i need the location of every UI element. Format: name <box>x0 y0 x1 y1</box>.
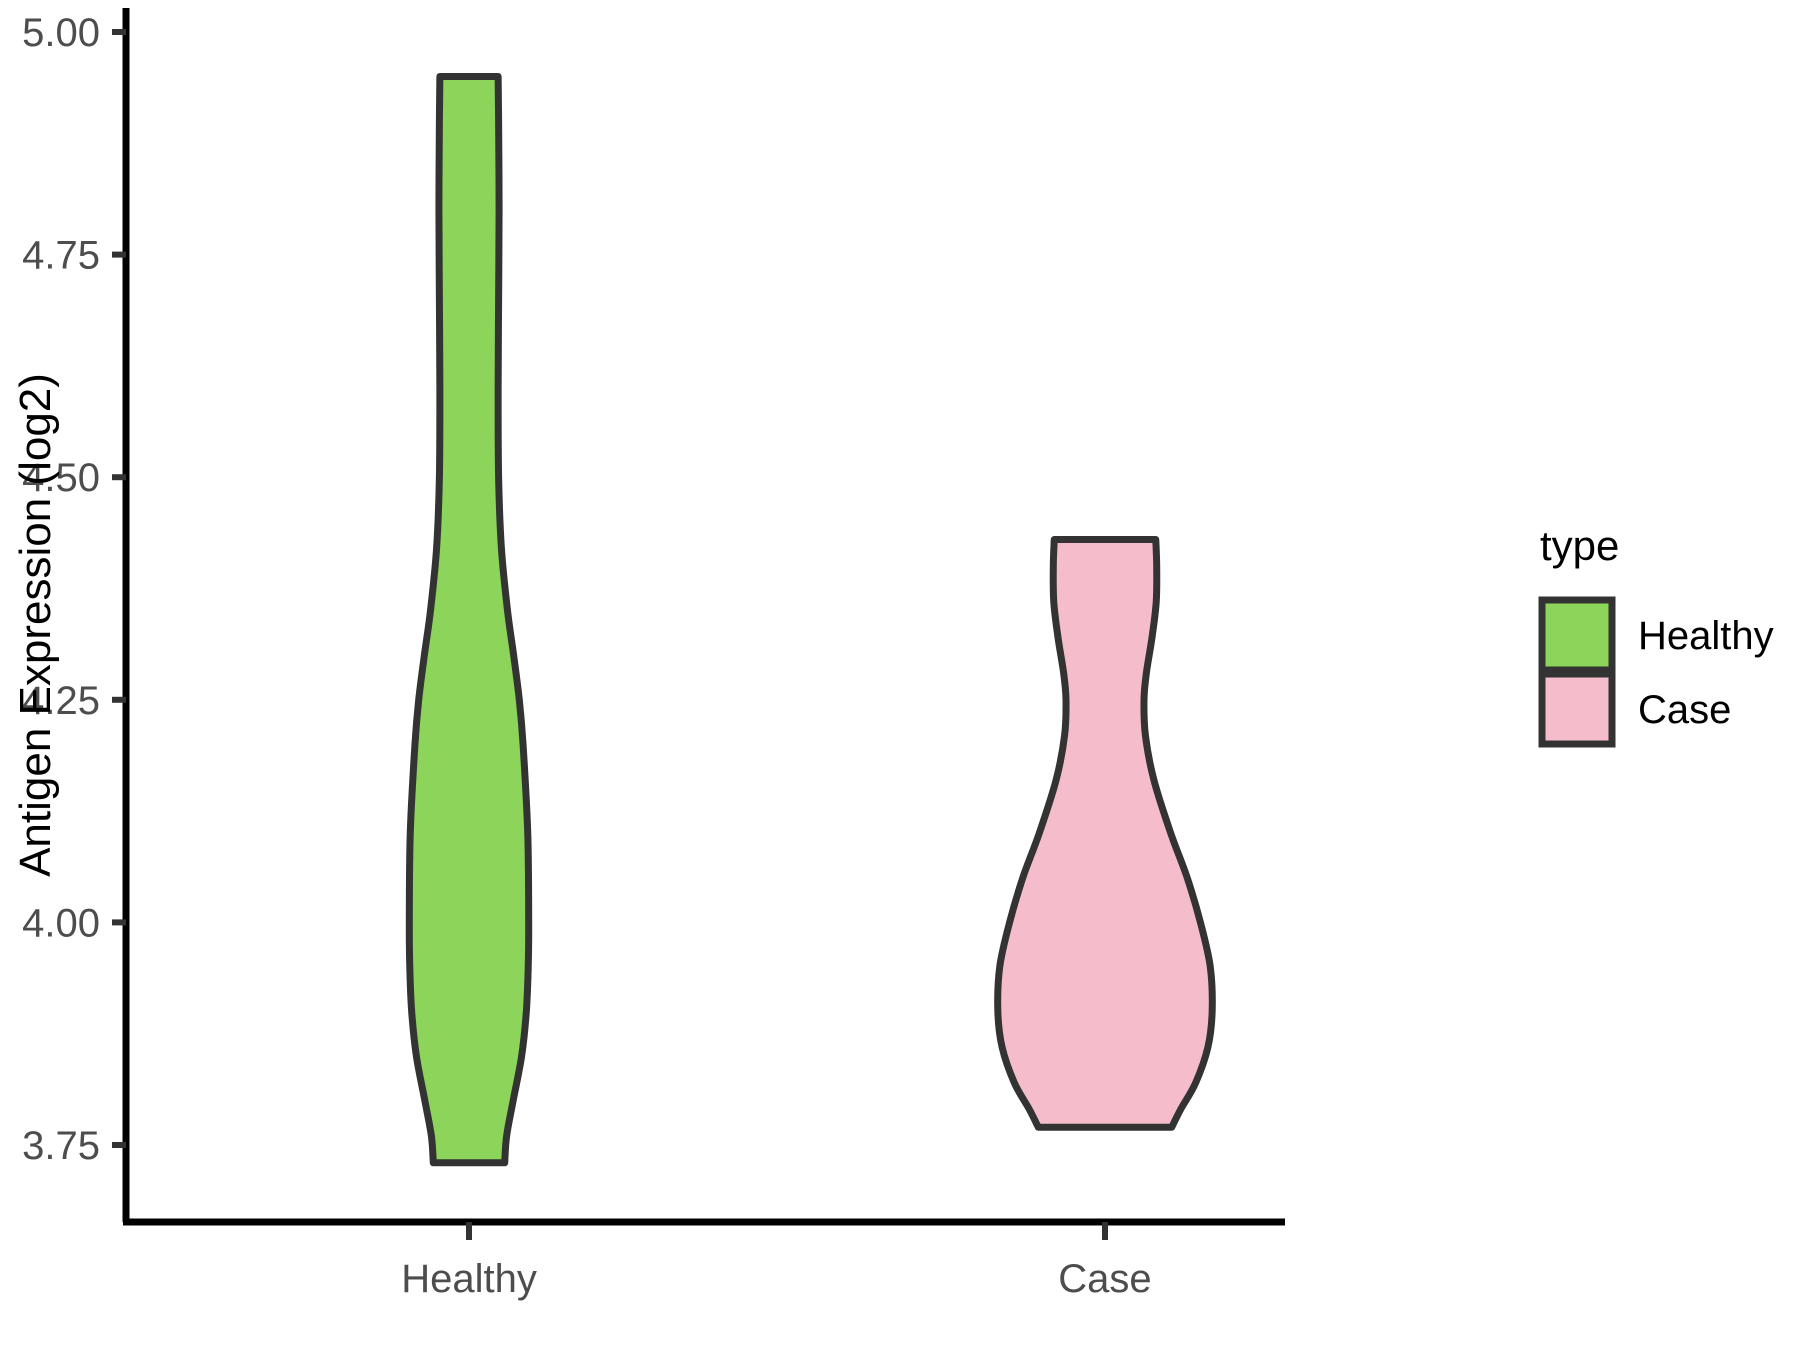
legend: type Healthy Case <box>1538 522 1774 748</box>
y-tick-label: 4.00 <box>22 901 100 945</box>
legend-label-case: Case <box>1638 688 1731 732</box>
y-tick-label: 3.75 <box>22 1124 100 1168</box>
legend-label-healthy: Healthy <box>1638 614 1774 658</box>
violin-case <box>994 536 1216 1131</box>
y-axis-ticks: 5.00 4.75 4.50 4.25 4.00 3.75 <box>22 11 126 1168</box>
legend-items: Healthy Case <box>1538 596 1774 748</box>
legend-swatch-healthy[interactable] <box>1538 596 1616 674</box>
violin-healthy <box>405 73 533 1167</box>
y-axis-title: Antigen Expression (log2) <box>11 373 60 877</box>
y-tick-label: 4.25 <box>22 679 100 723</box>
legend-title: type <box>1540 522 1619 569</box>
y-tick-label: 5.00 <box>22 11 100 55</box>
legend-swatch-case[interactable] <box>1538 670 1616 748</box>
y-tick-label: 4.75 <box>22 234 100 278</box>
violin-shapes <box>405 73 1216 1167</box>
x-axis-ticks: Healthy Case <box>401 1222 1152 1301</box>
x-tick-label-case: Case <box>1058 1257 1151 1301</box>
x-tick-label-healthy: Healthy <box>401 1257 537 1301</box>
y-tick-label: 4.50 <box>22 456 100 500</box>
